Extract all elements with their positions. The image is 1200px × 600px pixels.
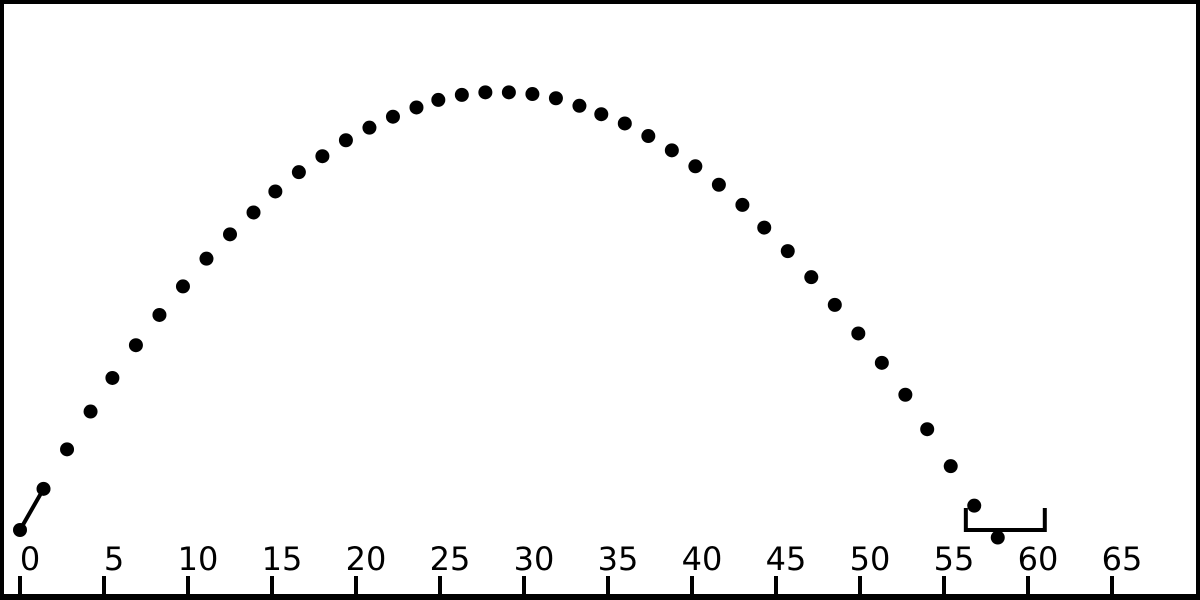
trajectory-dot bbox=[804, 270, 819, 285]
trajectory-dot bbox=[60, 442, 75, 457]
trajectory-dot bbox=[454, 87, 469, 102]
trajectory-dots bbox=[60, 85, 1005, 545]
trajectory-dot bbox=[199, 251, 214, 266]
trajectory-dot bbox=[664, 143, 679, 158]
ruler-tick-label: 20 bbox=[346, 540, 387, 578]
projectile-stage: 0 5 10 15 20 25 30 35 40 45 50 55 60 65 bbox=[4, 85, 1196, 596]
trajectory-dot bbox=[711, 177, 726, 192]
trajectory-dot bbox=[501, 85, 516, 100]
trajectory-dot bbox=[874, 355, 889, 370]
trajectory-dot bbox=[572, 98, 587, 113]
ruler-tick-label: 50 bbox=[850, 540, 891, 578]
trajectory-dot bbox=[851, 326, 866, 341]
distance-ruler bbox=[18, 576, 1114, 596]
trajectory-dot bbox=[757, 220, 772, 235]
trajectory-dot bbox=[431, 92, 446, 107]
trajectory-dot bbox=[105, 370, 120, 385]
target-bucket bbox=[963, 508, 1047, 532]
trajectory-dot bbox=[315, 149, 330, 164]
trajectory-dot bbox=[898, 387, 913, 402]
ruler-tick-label: 40 bbox=[682, 540, 723, 578]
ruler-tick-label: 10 bbox=[178, 540, 219, 578]
target-bucket-outline bbox=[963, 508, 1047, 532]
trajectory-dot bbox=[152, 307, 167, 322]
ruler-tick-label: 55 bbox=[934, 540, 975, 578]
trajectory-dot bbox=[943, 459, 958, 474]
trajectory-dot bbox=[641, 129, 656, 144]
ruler-tick-label: 5 bbox=[104, 540, 124, 578]
trajectory-dot bbox=[362, 120, 377, 135]
ruler-tick-label: 65 bbox=[1102, 540, 1143, 578]
trajectory-dot bbox=[246, 205, 261, 220]
trajectory-dot bbox=[175, 279, 190, 294]
trajectory-dot bbox=[827, 297, 842, 312]
launcher-pivot[interactable] bbox=[13, 523, 27, 537]
trajectory-dot bbox=[967, 498, 982, 513]
trajectory-dot bbox=[291, 165, 306, 180]
trajectory-dot bbox=[338, 133, 353, 148]
trajectory-dot bbox=[688, 159, 703, 174]
trajectory-dot bbox=[525, 87, 540, 102]
trajectory-dot bbox=[990, 530, 1005, 545]
trajectory-dot bbox=[83, 404, 98, 419]
ruler-tick-label: 30 bbox=[514, 540, 555, 578]
trajectory-dot bbox=[594, 107, 609, 122]
trajectory-dot bbox=[780, 244, 795, 259]
trajectory-dot bbox=[409, 100, 424, 115]
ruler-tick-label: 35 bbox=[598, 540, 639, 578]
ruler-tick-label: 45 bbox=[766, 540, 807, 578]
trajectory-dot bbox=[268, 184, 283, 199]
trajectory-dot bbox=[735, 197, 750, 212]
trajectory-dot bbox=[478, 85, 493, 100]
trajectory-dot bbox=[920, 422, 935, 437]
launcher-barrel[interactable] bbox=[18, 486, 46, 532]
trajectory-dot bbox=[223, 227, 237, 242]
trajectory-dot bbox=[617, 116, 632, 131]
launcher-tip[interactable] bbox=[36, 481, 51, 496]
distance-ruler-labels: 0 5 10 15 20 25 30 35 40 45 50 55 60 65 bbox=[20, 540, 1143, 578]
trajectory-dot bbox=[385, 109, 400, 124]
trajectory-dot bbox=[548, 91, 563, 106]
ruler-tick-label: 25 bbox=[430, 540, 471, 578]
ruler-tick-label: 0 bbox=[20, 540, 40, 578]
trajectory-dot bbox=[128, 338, 143, 353]
ruler-tick-label: 15 bbox=[262, 540, 303, 578]
ruler-tick-label: 60 bbox=[1018, 540, 1059, 578]
